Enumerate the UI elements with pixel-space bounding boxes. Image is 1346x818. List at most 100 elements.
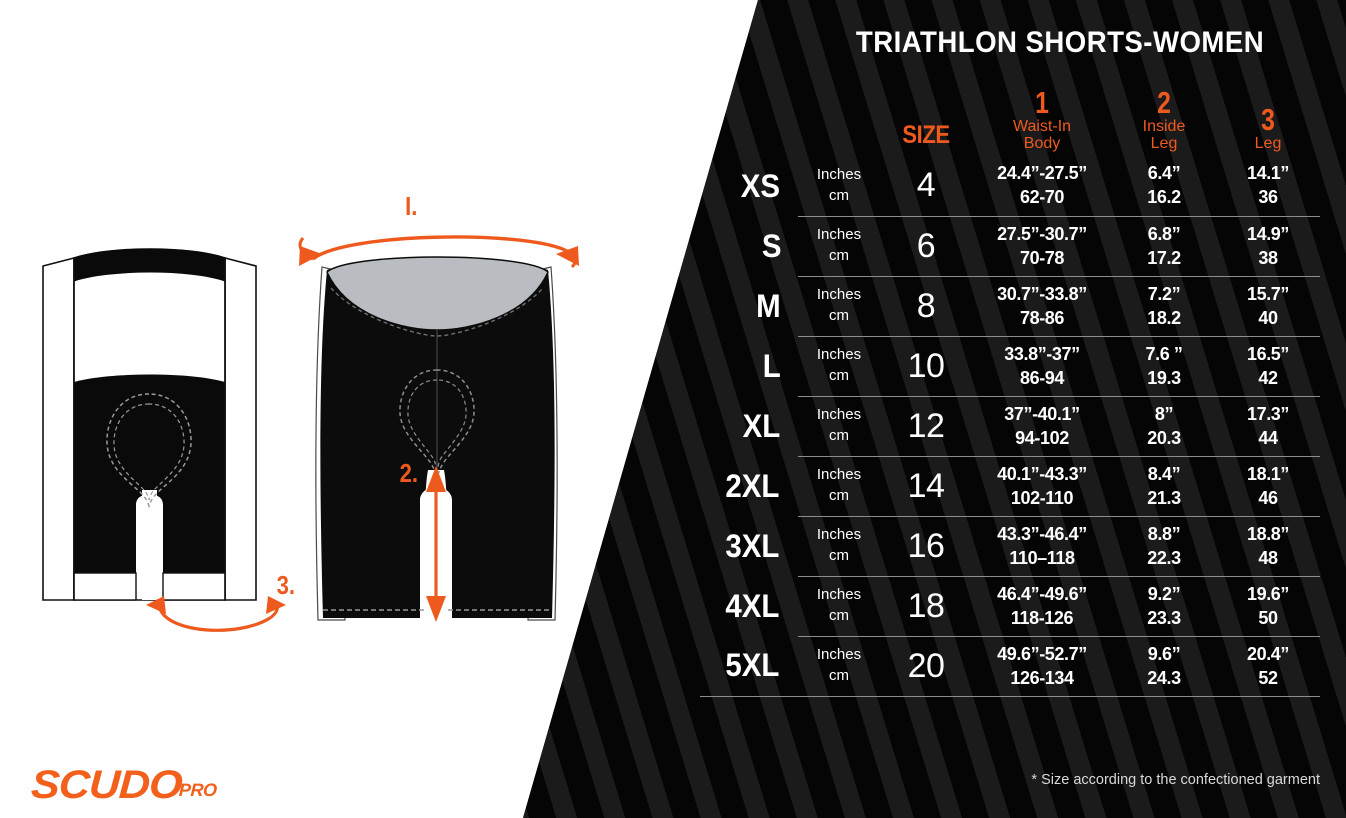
row-leg-cm: 50 [1258, 607, 1278, 628]
header-blank-unit [798, 88, 880, 156]
row-inside-leg-cell: 6.8” 17.2 [1112, 215, 1216, 276]
row-inside-leg-inches: 6.8” [1147, 223, 1181, 244]
row-inside-leg-cm: 18.2 [1147, 307, 1181, 328]
header-measure-number-1: 1 [1035, 85, 1049, 120]
arrowhead-up-2 [426, 466, 446, 492]
header-measure-label2-1: Body [1023, 135, 1061, 152]
row-waist-inches: 49.6”-52.7” [997, 643, 1087, 664]
row-waist-inches: 37”-40.1” [1004, 403, 1080, 424]
row-unit-inches: Inches [816, 526, 862, 543]
row-unit-cm: cm [829, 186, 849, 204]
row-unit-cell: Inches cm [798, 275, 880, 336]
row-number-cell: 10 [880, 335, 972, 396]
row-inside-leg-cm: 23.3 [1147, 607, 1181, 628]
row-leg-inches: 19.6” [1246, 583, 1290, 604]
row-inside-leg-cell: 7.2” 18.2 [1112, 275, 1216, 336]
row-inside-leg-cell: 8” 20.3 [1112, 395, 1216, 456]
row-size-label: S [761, 227, 782, 264]
page-title: TRIATHLON SHORTS-WOMEN [855, 26, 1265, 59]
row-unit-cm: cm [829, 487, 849, 504]
row-inside-leg-cm: 19.3 [1147, 367, 1181, 388]
row-size-cell: XS [700, 156, 798, 216]
arrowhead-left-1 [299, 246, 322, 266]
row-waist-inches: 43.3”-46.4” [997, 523, 1087, 544]
row-leg-inches: 18.1” [1246, 463, 1290, 484]
table-row: XS Inches cm 4 24.4”-27.5” 62-70 6.4” 16.2 14.1”… [700, 156, 1320, 216]
row-size-label: 3XL [725, 527, 780, 564]
row-inside-leg-inches: 8.4” [1147, 463, 1181, 484]
size-table-container: SIZE 1 Waist-In Body 2 Inside Leg 3 Leg XS Inches c… [700, 85, 1320, 697]
row-unit-cell: Inches cm [798, 635, 880, 696]
header-measure-cell-1: 1 Waist-In Body [972, 85, 1112, 156]
row-waist-cell: 43.3”-46.4” 110–118 [972, 515, 1112, 576]
row-inside-leg-cm: 24.3 [1147, 667, 1181, 688]
header-measure-number-3: 3 [1261, 102, 1275, 137]
row-waist-cell: 46.4”-49.6” 118-126 [972, 575, 1112, 636]
row-leg-cell: 20.4” 52 [1216, 635, 1320, 696]
header-measure-label1-1: Waist-In [1012, 118, 1072, 135]
row-size-cell: 2XL [700, 456, 798, 516]
arrowhead-left-3 [146, 596, 166, 614]
row-waist-inches: 27.5”-30.7” [997, 223, 1087, 244]
row-unit-cell: Inches cm [798, 575, 880, 636]
row-unit-cm: cm [829, 427, 849, 444]
row-inside-leg-cell: 7.6 ” 19.3 [1112, 335, 1216, 396]
footnote: * Size according to the confectioned gar… [1031, 772, 1320, 788]
callout-inside-leg-label: 2. [399, 458, 419, 488]
row-number-cell: 12 [880, 395, 972, 456]
row-inside-leg-inches: 9.6” [1147, 643, 1181, 664]
row-inside-leg-cm: 21.3 [1147, 487, 1181, 508]
header-measure-label1-2: Inside [1142, 118, 1186, 135]
row-leg-cell: 17.3” 44 [1216, 395, 1320, 456]
row-number-cell: 16 [880, 515, 972, 576]
row-inside-leg-cm: 20.3 [1147, 427, 1181, 448]
row-number-cell: 4 [916, 166, 936, 205]
brand-logo[interactable]: SCUDO PRO [29, 763, 218, 807]
row-inside-leg-cm: 17.2 [1147, 247, 1181, 268]
row-inside-leg-inches: 9.2” [1147, 583, 1181, 604]
header-measure-label1-3: Leg [1254, 135, 1282, 152]
row-waist-cm: 78-86 [1019, 307, 1065, 328]
row-waist-cm: 110–118 [1009, 547, 1075, 568]
row-number-cell: 8 [880, 275, 972, 336]
row-inside-leg-cm: 16.2 [1147, 187, 1181, 208]
header-measure-cell-2: 2 Inside Leg [1112, 87, 1216, 156]
row-unit-cell: Inches cm [798, 515, 880, 576]
inside-leg-measure-arrow [426, 466, 446, 622]
row-size-cell: M [700, 276, 798, 336]
row-leg-inches: 14.1” [1246, 163, 1290, 184]
row-inside-leg-inches: 7.6 ” [1145, 343, 1183, 364]
row-inside-leg-inches: 7.2” [1147, 283, 1181, 304]
row-waist-cm: 102-110 [1010, 487, 1074, 508]
row-inside-leg-inches: 6.4” [1147, 163, 1181, 184]
row-leg-inches: 14.9” [1246, 223, 1290, 244]
row-number-cell: 6 [880, 215, 972, 276]
table-row: 5XL Inches cm 20 49.6”-52.7” 126-134 9.6” 24.3 2… [700, 635, 1320, 696]
arrowhead-right-1 [556, 246, 579, 266]
row-inside-leg-cell: 9.2” 23.3 [1112, 575, 1216, 636]
row-leg-inches: 16.5” [1246, 343, 1290, 364]
row-leg-cell: 15.7” 40 [1216, 275, 1320, 336]
row-size-cell: 3XL [700, 516, 798, 576]
row-size-label: L [763, 347, 782, 384]
row-number-cell: 20 [880, 635, 972, 696]
row-unit-cell: Inches cm [798, 335, 880, 396]
row-inside-leg-cell: 6.4” 16.2 [1112, 156, 1216, 216]
row-unit-cell: Inches cm [798, 156, 880, 216]
row-waist-cell: 30.7”-33.8” 78-86 [972, 275, 1112, 336]
row-waist-cell: 40.1”-43.3” 102-110 [972, 455, 1112, 516]
row-leg-inches: 20.4” [1246, 643, 1290, 664]
row-leg-cell: 14.9” 38 [1216, 215, 1320, 276]
row-size-label: M [756, 287, 781, 324]
row-waist-cell: 49.6”-52.7” 126-134 [972, 635, 1112, 696]
table-row: XL Inches cm 12 37”-40.1” 94-102 8” 20.3 17.3” 44 [700, 395, 1320, 456]
row-unit-inches: Inches [816, 165, 862, 183]
row-leg-cell: 14.1” 36 [1216, 156, 1320, 216]
row-waist-cm: 62-70 [1019, 187, 1065, 208]
shorts-front-flat-view [42, 248, 257, 601]
logo-wordmark: SCUDO [29, 763, 183, 807]
row-unit-inches: Inches [816, 346, 862, 363]
rule-spacer [700, 695, 798, 697]
row-size-label: 5XL [725, 647, 780, 684]
row-unit-cm: cm [829, 667, 849, 684]
